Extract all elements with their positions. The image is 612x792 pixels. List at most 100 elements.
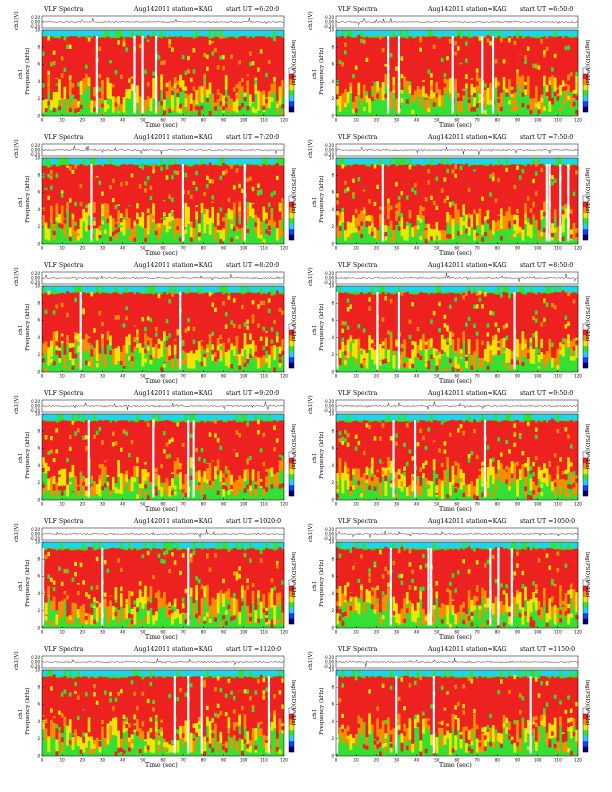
spectrogram-cell <box>526 352 530 358</box>
spectrogram-cell <box>146 36 150 97</box>
spectrogram-cell <box>440 299 444 304</box>
spectrogram-cell <box>373 81 377 87</box>
spectrogram-cell <box>101 103 105 108</box>
spectrogram-gap <box>451 36 454 114</box>
spectrogram-cell <box>208 286 212 293</box>
spectrogram-cell <box>47 574 51 579</box>
spectrogram-cell <box>422 286 425 293</box>
spectrogram-cell <box>128 164 131 219</box>
spectrogram-cell <box>165 180 169 185</box>
spectrogram-cell <box>564 86 568 91</box>
spectrogram-cell <box>128 37 131 90</box>
spectrogram-cell <box>344 438 347 443</box>
spectrogram-cell <box>508 79 511 94</box>
spectrogram-cell <box>526 421 530 427</box>
spectrogram-cell <box>58 440 62 445</box>
spectrogram-cell <box>154 293 158 345</box>
spectrogram-cell <box>173 435 177 440</box>
spectrogram-cell <box>462 304 466 310</box>
spectrogram-cell <box>189 457 193 468</box>
spectrogram-cell <box>111 87 115 92</box>
spectrogram-cell <box>400 74 404 79</box>
spectrogram-cell <box>349 352 353 357</box>
spectrogram-cell <box>564 414 568 421</box>
spectrogram-cell <box>101 191 105 196</box>
spectrogram-cell <box>475 454 479 460</box>
spectrogram-cell <box>267 321 271 326</box>
spectrogram-cell <box>52 580 56 585</box>
spectrogram-cell <box>427 319 431 324</box>
spectrogram-cell <box>58 470 62 475</box>
spectrogram-cell <box>534 171 538 176</box>
spectrogram-cell <box>534 422 538 486</box>
spectrogram-cell <box>160 218 164 224</box>
spectrogram-cell <box>149 213 153 234</box>
time-tick-label: 30 <box>394 246 400 251</box>
spectrogram-cell <box>483 192 487 197</box>
spectrogram-gap <box>397 36 400 114</box>
spectrogram-cell <box>144 414 148 421</box>
spectrogram-cell <box>227 490 231 495</box>
spectrogram-cell <box>208 158 212 165</box>
spectrogram-cell <box>537 466 541 480</box>
spectrogram-cell <box>76 449 80 454</box>
spectrogram-cell <box>556 494 560 499</box>
spectrogram-cell <box>168 194 172 199</box>
spectrogram-cell <box>267 453 271 459</box>
spectrogram-cell <box>400 56 404 61</box>
spectrogram-cell <box>357 414 361 421</box>
spectrogram-cell <box>146 293 150 337</box>
freq-ylabel-line2: Frequency (kHz) <box>319 47 325 95</box>
spectrogram-cell <box>47 548 51 587</box>
spectrogram-cell <box>419 339 423 351</box>
spectrogram-cell <box>497 327 501 333</box>
time-tick-label: 50 <box>140 246 146 251</box>
spectrogram-cell <box>171 421 174 473</box>
spectrogram-cell <box>354 65 358 70</box>
colorbar-segment <box>289 90 294 96</box>
spectrogram-cell <box>462 414 466 421</box>
spectrogram-cell <box>251 421 255 470</box>
spectrogram-cell <box>548 36 552 102</box>
spectrogram-cell <box>50 55 53 61</box>
spectrogram-cell <box>408 237 412 242</box>
spectrogram-cell <box>125 200 129 206</box>
spectrogram-cell <box>389 293 393 332</box>
spectrogram-cell <box>168 80 172 100</box>
spectrogram-cell <box>368 30 372 37</box>
spectrogram-cell <box>79 286 83 293</box>
spectrogram-cell <box>346 442 350 447</box>
spectrogram-cell <box>203 414 207 421</box>
spectrogram-cell <box>275 290 279 295</box>
spectrogram-cell <box>130 158 134 165</box>
spectrogram-cell <box>138 296 142 302</box>
spectrogram-cell <box>454 475 458 489</box>
spectrogram-cell <box>122 219 126 224</box>
spectrogram-cell <box>119 182 123 187</box>
spectrogram-cell <box>240 414 244 421</box>
spectrogram-cell <box>526 286 530 293</box>
spectrogram-cell <box>373 158 377 165</box>
spectrogram-cell <box>505 414 509 421</box>
spectrogram-cell <box>90 431 94 437</box>
spectrogram-cell <box>462 36 466 89</box>
spectrogram-cell <box>79 474 83 480</box>
spectrogram-cell <box>397 202 401 213</box>
spectrogram-cell <box>338 220 342 225</box>
spectrogram-cell <box>109 286 113 293</box>
spectrogram-cell <box>111 37 115 97</box>
spectrogram-cell <box>510 286 514 293</box>
spectrogram-cell <box>569 91 573 97</box>
spectrogram-cell <box>55 304 59 309</box>
spectrogram-cell <box>146 336 150 354</box>
time-tick-label: 120 <box>280 118 288 123</box>
spectrogram-cell <box>481 414 485 421</box>
colorbar-segment <box>583 329 588 336</box>
spectrogram-cell <box>432 311 436 316</box>
spectrogram-cell <box>85 210 88 232</box>
spectrogram-cell <box>200 447 204 453</box>
spectrogram-cell <box>275 36 279 102</box>
spectrogram-cell <box>465 356 468 361</box>
